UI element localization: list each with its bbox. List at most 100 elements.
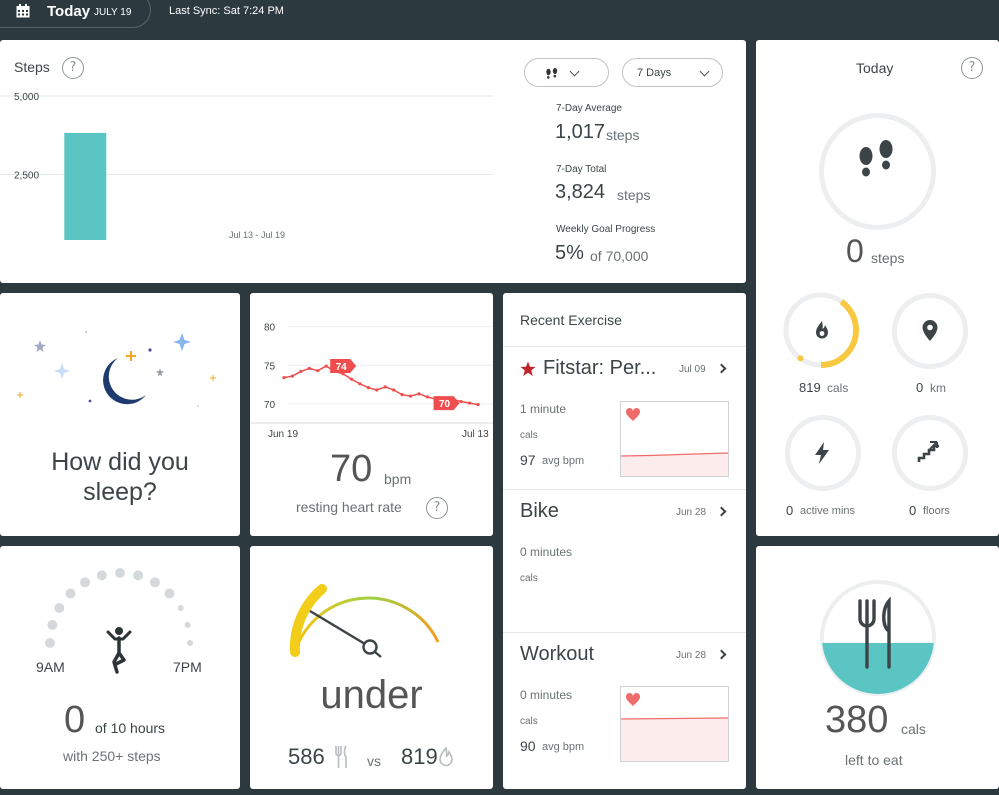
food-cals-value: 380 [825,699,889,741]
today-km-unit: km [930,381,946,395]
heart-help-icon[interactable]: ? [426,497,448,519]
hour-dot [187,640,193,646]
hourly-sub: with 250+ steps [63,748,161,764]
heart-rate-point [299,369,303,374]
sleep-tile[interactable]: How did you sleep? [0,293,240,536]
moon-stars-icon [17,330,216,407]
total-value: 3,824 [555,181,606,203]
y-tick-label: 80 [264,323,276,334]
calorie-gauge [289,584,440,658]
heart-rate-point [358,382,362,386]
heart-rate-point [282,376,286,380]
floors-ring[interactable] [892,415,968,491]
today-help-icon[interactable]: ? [961,57,983,79]
today-steps-value: 0 [846,233,864,269]
today-active-unit: active mins [800,505,856,517]
exercise-duration: 0 minutes [520,688,573,702]
heart-rate-point [476,403,480,407]
exercise-duration: 1 minute [520,402,567,416]
total-unit: steps [617,187,651,203]
range-dropdown[interactable]: 7 Days [622,58,723,87]
today-label: Today [47,3,91,20]
chevron-right-icon[interactable] [716,506,727,517]
y-tick-label: 5,000 [14,92,39,103]
calorie-vs: vs [367,753,381,769]
sleep-question-line1: How did you [51,448,189,476]
heart-rate-point [400,393,404,397]
x-end-label: Jul 13 [462,429,489,440]
food-plate[interactable] [819,579,937,697]
heart-rate-tile[interactable]: 80 75 70 74 70 Jun 19 Jul 13 70 bpm resting he… [250,293,493,536]
exercise-cals: cals [520,573,538,584]
exercise-cals: cals [520,430,538,441]
recent-exercise-tile[interactable]: Recent Exercise Fitstar: Per... Jul 09 1… [503,293,746,789]
max-flag: 74 [330,359,357,374]
chevron-right-icon[interactable] [716,363,727,374]
heart-rate-point [316,369,320,373]
exercise-item-workout[interactable]: Workout Jun 28 0 minutes cals 90 avg bpm [503,632,746,775]
steps-title: Steps [14,59,50,75]
steps-help-icon[interactable]: ? [62,57,84,79]
heart-rate-point [324,364,328,368]
steps-type-dropdown[interactable] [524,58,609,87]
avg-value: 1,017 [555,121,606,143]
exercise-date: Jul 09 [679,364,706,375]
exercise-item-fitstar[interactable]: Fitstar: Per... Jul 09 1 minute cals 97 … [503,346,746,489]
heart-rate-point [349,377,354,381]
flame-icon [816,321,828,339]
flame-icon [439,747,453,767]
chevron-down-icon [699,66,710,77]
exercise-bpm: 90 [520,738,536,754]
hourly-activity-tile[interactable]: 9AM 7PM 0 of 10 hours with 250+ steps [0,546,240,789]
today-floors-value: 0 [909,503,917,518]
steps-tile[interactable]: Steps ? 5,0002,500SATSUNMONTUEWEDTHUFRI … [0,40,746,283]
exercise-date: Jun 28 [676,650,707,661]
today-steps-unit: steps [871,250,905,266]
heart-rate-point [408,394,413,398]
hour-dot [177,605,184,611]
hour-dot [45,638,55,648]
today-date: JULY 19 [94,7,132,18]
footprints-icon [859,140,893,177]
hour-dot [115,568,125,578]
hour-dot [184,621,191,628]
today-km-value: 0 [916,380,924,395]
y-tick-label: 75 [264,361,276,372]
today-tile[interactable]: Today ? 0 steps 819 cals 0 km 0 active m… [756,40,999,536]
today-cals-unit: cals [827,381,849,395]
today-cals-value: 819 [799,380,821,395]
hourly-value: 0 [64,699,86,741]
y-tick-label: 70 [264,400,276,411]
heart-rate-point [425,395,429,399]
last-sync: Last Sync: Sat 7:24 PM [169,5,284,17]
resting-hr-value: 70 [330,448,373,490]
hour-dot [164,588,175,599]
svg-text:74: 74 [336,362,348,373]
heart-rate-point [392,388,396,392]
calories-eaten: 586 [288,744,325,769]
heart-rate-point [290,374,295,378]
calorie-balance-tile[interactable]: under 586 vs 819 [250,546,493,789]
steps-ring[interactable] [819,113,936,230]
exercise-date: Jun 28 [676,507,707,518]
svg-text:70: 70 [439,399,451,410]
goal-value: 5% [555,242,584,264]
distance-ring[interactable] [892,293,968,369]
heart-rate-chart: 80 75 70 74 70 Jun 19 Jul 13 [250,323,493,440]
today-floors-unit: floors [923,505,950,517]
heart-rate-point [307,366,311,370]
calories-ring[interactable] [781,290,861,370]
calories-burned: 819 [401,744,438,769]
exercise-item-bike[interactable]: Bike Jun 28 0 minutes cals [503,489,746,632]
calendar-icon[interactable] [16,4,30,18]
active-mins-ring[interactable] [785,415,861,491]
exercise-heart-chart [620,401,729,477]
food-tile[interactable]: 380 cals left to eat [756,546,999,789]
resting-hr-unit: bpm [384,471,412,487]
range-label: 7 Days [637,67,672,79]
exercise-bpm: 97 [520,452,536,468]
today-active-value: 0 [786,503,794,518]
chevron-right-icon[interactable] [716,649,727,660]
sleep-question-line2: sleep? [83,478,157,506]
exercise-name: Bike [520,500,559,522]
